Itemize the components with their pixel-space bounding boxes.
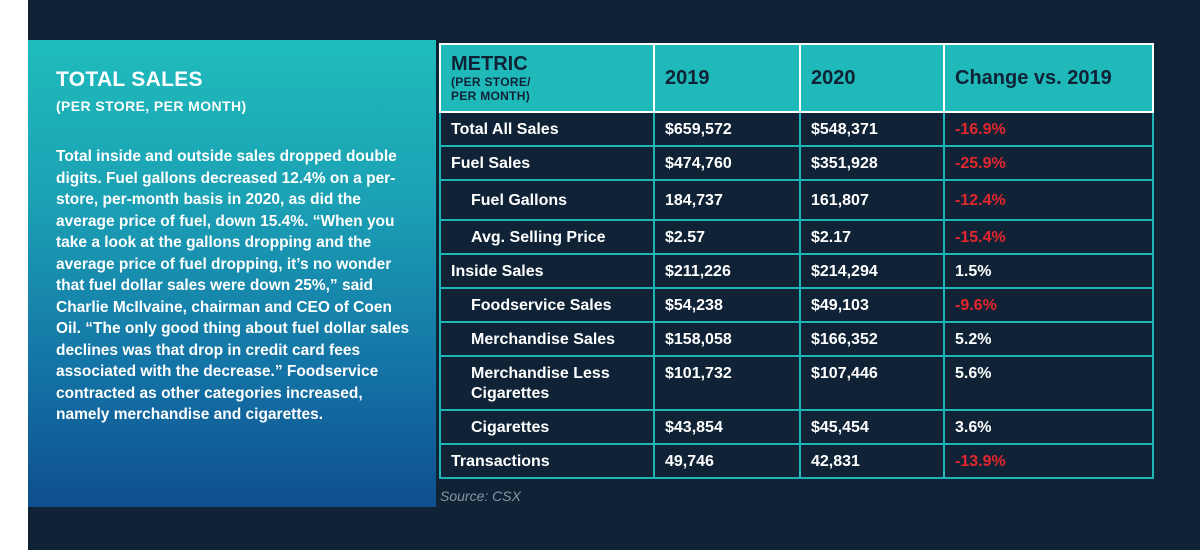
- value-2019-cell: $2.57: [653, 219, 801, 255]
- value-2020-cell: $45,454: [799, 409, 945, 445]
- table-row: Cigarettes $43,854 $45,454 3.6%: [439, 409, 1154, 445]
- metric-header-sub-2: PER MONTH): [451, 89, 530, 103]
- value-2019-cell: $54,238: [653, 287, 801, 323]
- source-note: Source: CSX: [440, 488, 521, 504]
- value-2019-cell: $474,760: [653, 145, 801, 181]
- value-2019-cell: $43,854: [653, 409, 801, 445]
- table-row: Avg. Selling Price $2.57 $2.17 -15.4%: [439, 219, 1154, 255]
- year-2020-column-header: 2020: [799, 43, 945, 113]
- metric-cell: Avg. Selling Price: [439, 219, 655, 255]
- change-cell: -9.6%: [943, 287, 1154, 323]
- value-2020-cell: 42,831: [799, 443, 945, 479]
- metric-header-sub-1: (PER STORE/: [451, 75, 531, 89]
- change-cell: 1.5%: [943, 253, 1154, 289]
- summary-panel: TOTAL SALES (PER STORE, PER MONTH) Total…: [28, 40, 436, 507]
- table-row: Merchandise Less Cigarettes $101,732 $10…: [439, 355, 1154, 411]
- value-2020-cell: $49,103: [799, 287, 945, 323]
- value-2020-cell: $214,294: [799, 253, 945, 289]
- metric-cell: Cigarettes: [439, 409, 655, 445]
- change-cell: -25.9%: [943, 145, 1154, 181]
- value-2020-cell: $548,371: [799, 111, 945, 147]
- change-cell: 5.2%: [943, 321, 1154, 357]
- panel-subtitle: (PER STORE, PER MONTH): [56, 98, 247, 114]
- table-row: Fuel Gallons 184,737 161,807 -12.4%: [439, 179, 1154, 221]
- change-cell: -12.4%: [943, 179, 1154, 221]
- metric-cell: Fuel Sales: [439, 145, 655, 181]
- value-2019-cell: $659,572: [653, 111, 801, 147]
- value-2019-cell: 49,746: [653, 443, 801, 479]
- panel-title: TOTAL SALES: [56, 68, 203, 91]
- change-cell: -15.4%: [943, 219, 1154, 255]
- metric-cell: Total All Sales: [439, 111, 655, 147]
- value-2019-cell: 184,737: [653, 179, 801, 221]
- value-2020-cell: $2.17: [799, 219, 945, 255]
- value-2019-cell: $101,732: [653, 355, 801, 411]
- table-row: Total All Sales $659,572 $548,371 -16.9%: [439, 111, 1154, 147]
- table-row: Fuel Sales $474,760 $351,928 -25.9%: [439, 145, 1154, 181]
- metric-header-label: METRIC: [451, 53, 528, 75]
- change-cell: 5.6%: [943, 355, 1154, 411]
- sales-metrics-table: METRIC (PER STORE/ PER MONTH) 2019 2020 …: [439, 43, 1154, 479]
- metric-cell: Transactions: [439, 443, 655, 479]
- value-2020-cell: $107,446: [799, 355, 945, 411]
- change-cell: -16.9%: [943, 111, 1154, 147]
- metric-cell: Foodservice Sales: [439, 287, 655, 323]
- year-2019-column-header: 2019: [653, 43, 801, 113]
- panel-body-text: Total inside and outside sales dropped d…: [56, 148, 410, 423]
- metric-cell: Merchandise Less Cigarettes: [439, 355, 655, 411]
- change-cell: -13.9%: [943, 443, 1154, 479]
- change-column-header: Change vs. 2019: [943, 43, 1154, 113]
- value-2020-cell: 161,807: [799, 179, 945, 221]
- metric-column-header: METRIC (PER STORE/ PER MONTH): [439, 43, 655, 113]
- table-row: Inside Sales $211,226 $214,294 1.5%: [439, 253, 1154, 289]
- metric-cell: Fuel Gallons: [439, 179, 655, 221]
- metric-cell: Merchandise Sales: [439, 321, 655, 357]
- value-2020-cell: $351,928: [799, 145, 945, 181]
- metric-cell: Inside Sales: [439, 253, 655, 289]
- value-2020-cell: $166,352: [799, 321, 945, 357]
- value-2019-cell: $158,058: [653, 321, 801, 357]
- value-2019-cell: $211,226: [653, 253, 801, 289]
- table-row: Transactions 49,746 42,831 -13.9%: [439, 443, 1154, 479]
- table-row: Merchandise Sales $158,058 $166,352 5.2%: [439, 321, 1154, 357]
- table-header-row: METRIC (PER STORE/ PER MONTH) 2019 2020 …: [439, 43, 1154, 113]
- change-cell: 3.6%: [943, 409, 1154, 445]
- table-row: Foodservice Sales $54,238 $49,103 -9.6%: [439, 287, 1154, 323]
